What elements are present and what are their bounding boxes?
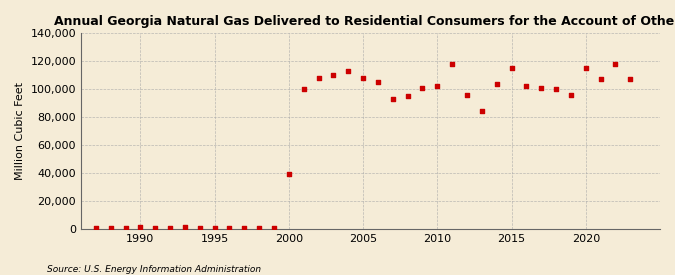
Point bbox=[284, 172, 294, 177]
Point bbox=[536, 86, 547, 90]
Point bbox=[595, 77, 606, 82]
Point bbox=[566, 92, 576, 97]
Point bbox=[105, 225, 116, 230]
Point bbox=[328, 73, 339, 77]
Title: Annual Georgia Natural Gas Delivered to Residential Consumers for the Account of: Annual Georgia Natural Gas Delivered to … bbox=[53, 15, 675, 28]
Point bbox=[610, 62, 621, 66]
Point bbox=[521, 84, 532, 89]
Point bbox=[625, 77, 636, 82]
Point bbox=[209, 226, 220, 230]
Point bbox=[224, 225, 235, 230]
Point bbox=[447, 62, 458, 66]
Point bbox=[313, 76, 324, 80]
Point bbox=[194, 225, 205, 230]
Point bbox=[269, 225, 279, 230]
Point bbox=[387, 97, 398, 101]
Point bbox=[402, 94, 413, 98]
Point bbox=[254, 226, 265, 230]
Point bbox=[506, 66, 517, 70]
Point bbox=[462, 92, 472, 97]
Text: Source: U.S. Energy Information Administration: Source: U.S. Energy Information Administ… bbox=[47, 265, 261, 274]
Point bbox=[551, 87, 562, 91]
Point bbox=[165, 225, 176, 230]
Point bbox=[373, 80, 383, 84]
Point bbox=[432, 84, 443, 89]
Point bbox=[298, 87, 309, 91]
Point bbox=[477, 109, 487, 114]
Y-axis label: Million Cubic Feet: Million Cubic Feet bbox=[15, 82, 25, 180]
Point bbox=[135, 225, 146, 230]
Point bbox=[239, 226, 250, 230]
Point bbox=[150, 225, 161, 230]
Point bbox=[343, 69, 354, 73]
Point bbox=[417, 86, 428, 90]
Point bbox=[491, 81, 502, 86]
Point bbox=[580, 66, 591, 70]
Point bbox=[90, 226, 101, 230]
Point bbox=[180, 225, 190, 230]
Point bbox=[358, 76, 369, 80]
Point bbox=[120, 226, 131, 230]
